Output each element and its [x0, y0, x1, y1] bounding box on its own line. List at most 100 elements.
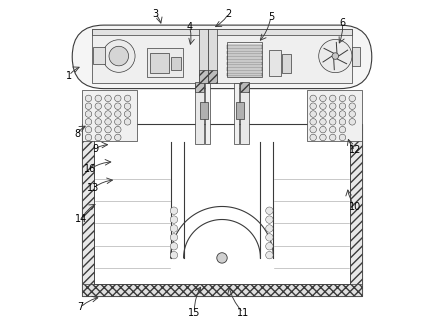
Circle shape [266, 243, 273, 250]
Circle shape [310, 119, 317, 125]
Bar [92, 29, 352, 35]
Circle shape [124, 95, 131, 102]
Circle shape [85, 119, 92, 125]
Circle shape [105, 119, 111, 125]
Circle shape [329, 95, 336, 102]
Bar [82, 124, 362, 296]
Text: 15: 15 [188, 308, 201, 318]
Bar [95, 124, 349, 284]
Text: 5: 5 [268, 12, 274, 22]
Circle shape [310, 95, 317, 102]
Bar [240, 83, 249, 144]
Text: 1: 1 [66, 71, 72, 80]
Bar [200, 102, 208, 119]
Text: 9: 9 [92, 144, 98, 154]
Circle shape [95, 95, 102, 102]
Text: 11: 11 [237, 308, 249, 318]
Circle shape [85, 95, 92, 102]
Circle shape [320, 95, 326, 102]
Circle shape [170, 216, 178, 223]
Circle shape [85, 134, 92, 141]
Bar [269, 50, 281, 76]
Text: 6: 6 [339, 19, 345, 28]
Text: 7: 7 [77, 302, 83, 312]
Circle shape [85, 111, 92, 117]
Circle shape [105, 126, 111, 133]
Bar [227, 67, 262, 71]
Bar [240, 82, 249, 92]
Circle shape [266, 207, 273, 215]
Circle shape [85, 126, 92, 133]
Text: 16: 16 [84, 164, 96, 174]
Circle shape [349, 103, 356, 110]
Circle shape [109, 46, 129, 66]
Circle shape [349, 111, 356, 117]
Circle shape [105, 95, 111, 102]
Bar [236, 102, 244, 119]
Bar [208, 70, 218, 83]
Text: 14: 14 [75, 214, 87, 224]
Circle shape [310, 111, 317, 117]
Circle shape [170, 225, 178, 232]
Circle shape [85, 103, 92, 110]
Circle shape [105, 134, 111, 141]
Circle shape [266, 234, 273, 241]
Bar [82, 90, 137, 141]
Bar [352, 47, 361, 66]
Circle shape [170, 207, 178, 215]
Bar [227, 45, 262, 48]
Bar [205, 83, 210, 144]
Circle shape [339, 111, 346, 117]
Circle shape [124, 111, 131, 117]
Circle shape [319, 40, 352, 73]
Circle shape [95, 111, 102, 117]
Circle shape [339, 103, 346, 110]
Circle shape [339, 119, 346, 125]
Circle shape [310, 126, 317, 133]
Circle shape [124, 103, 131, 110]
Bar [349, 124, 362, 296]
Circle shape [320, 111, 326, 117]
Circle shape [310, 103, 317, 110]
Bar [227, 42, 262, 77]
Circle shape [170, 234, 178, 241]
Circle shape [95, 119, 102, 125]
Circle shape [310, 134, 317, 141]
Circle shape [170, 243, 178, 250]
Bar [227, 62, 262, 65]
Bar [234, 83, 239, 144]
Bar [195, 83, 204, 144]
Circle shape [320, 103, 326, 110]
Bar [307, 90, 362, 141]
Circle shape [105, 103, 111, 110]
Text: 13: 13 [87, 183, 99, 193]
Circle shape [266, 216, 273, 223]
Bar [199, 70, 208, 83]
Circle shape [329, 126, 336, 133]
Circle shape [320, 126, 326, 133]
Circle shape [266, 225, 273, 232]
Text: 2: 2 [226, 9, 232, 19]
Circle shape [339, 134, 346, 141]
Bar [227, 56, 262, 60]
Circle shape [320, 134, 326, 141]
Bar [227, 73, 262, 76]
Circle shape [349, 95, 356, 102]
Circle shape [105, 111, 111, 117]
Circle shape [115, 126, 121, 133]
Text: 12: 12 [349, 146, 362, 155]
Circle shape [115, 111, 121, 117]
Bar [151, 53, 169, 73]
Circle shape [332, 53, 339, 59]
Circle shape [95, 134, 102, 141]
Bar [281, 54, 291, 73]
Circle shape [339, 95, 346, 102]
Circle shape [320, 119, 326, 125]
Circle shape [115, 119, 121, 125]
Circle shape [95, 126, 102, 133]
Circle shape [115, 95, 121, 102]
Circle shape [170, 251, 178, 259]
Circle shape [329, 111, 336, 117]
FancyBboxPatch shape [72, 25, 372, 89]
Text: 8: 8 [74, 129, 80, 139]
